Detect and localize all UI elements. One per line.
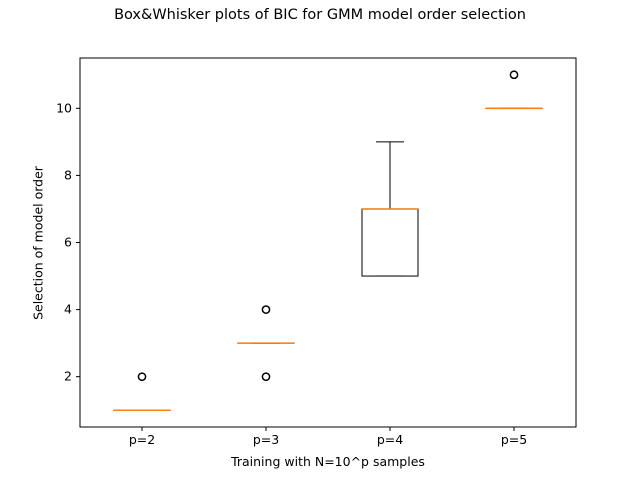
y-tick-label: 10 (56, 100, 72, 115)
outlier-point (509, 70, 519, 80)
y-tick-label: 2 (64, 369, 72, 384)
box-iqr (361, 208, 419, 277)
y-tick-label: 6 (64, 235, 72, 250)
y-tick-label: 8 (64, 167, 72, 182)
y-tick-label: 4 (64, 302, 72, 317)
chart-title: Box&Whisker plots of BIC for GMM model o… (114, 7, 526, 23)
x-tick-label: p=5 (501, 432, 527, 447)
x-tick-label: p=2 (129, 432, 155, 447)
outlier-point (137, 372, 147, 382)
y-axis-label: Selection of model order (30, 166, 46, 320)
axes-frame (79, 57, 577, 428)
x-axis-label: Training with N=10^p samples (231, 454, 425, 469)
x-tick-label: p=3 (253, 432, 279, 447)
outlier-point (261, 372, 271, 382)
outlier-point (261, 305, 271, 314)
x-tick-label: p=4 (377, 432, 403, 447)
